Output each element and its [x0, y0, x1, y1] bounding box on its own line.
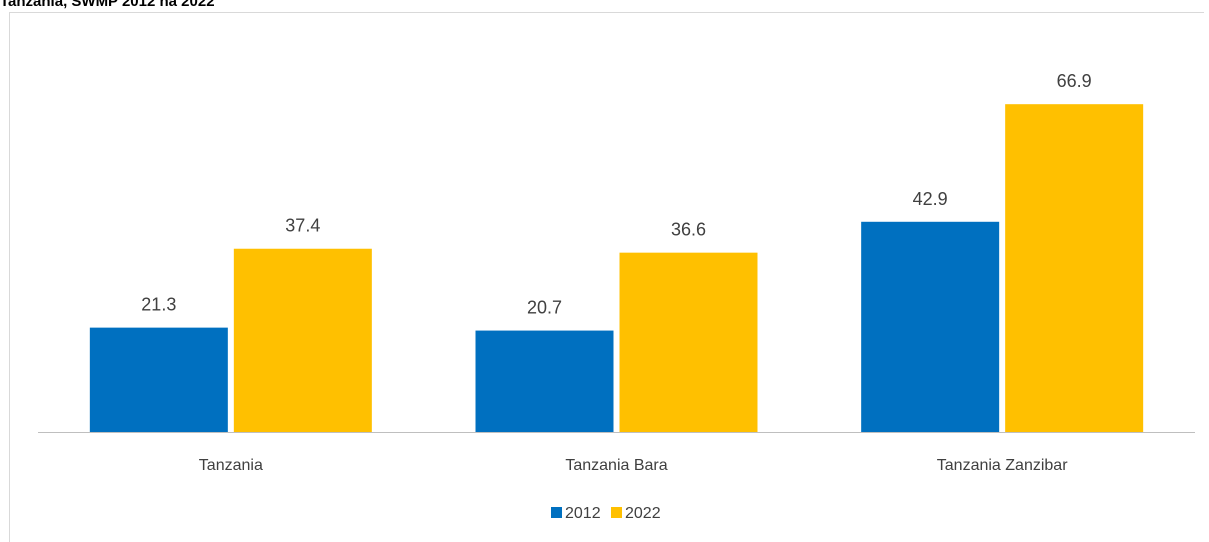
category-label-tanzania-bara: Tanzania Bara [565, 457, 667, 474]
bars-layer [89, 104, 1144, 432]
data-label-2012-tanzania-bara: 20.7 [527, 298, 562, 318]
category-label-tanzania-zanzibar: Tanzania Zanzibar [937, 457, 1068, 474]
legend-swatch-2022 [611, 507, 622, 518]
bar-2022-tanzania-zanzibar [1005, 104, 1144, 432]
legend-label-2022: 2022 [625, 505, 661, 522]
labels-layer: 21.3 37.4 Tanzania 20.7 36.6 Tanzania Bara 42.… [141, 71, 1091, 474]
data-label-2022-tanzania: 37.4 [285, 216, 320, 236]
bar-2012-tanzania [89, 327, 228, 432]
bar-2022-tanzania-bara [619, 252, 758, 432]
data-label-2012-tanzania-zanzibar: 42.9 [913, 189, 948, 209]
legend-label-2012: 2012 [565, 505, 601, 522]
legend-swatch-2012 [551, 507, 562, 518]
chart-title: Tanzania, SWMP 2012 na 2022 [0, 0, 215, 10]
data-label-2022-tanzania-bara: 36.6 [671, 220, 706, 240]
legend: 2012 2022 [551, 505, 661, 522]
bar-2012-tanzania-zanzibar [861, 221, 1000, 432]
category-label-tanzania: Tanzania [199, 457, 263, 474]
bar-2012-tanzania-bara [475, 330, 614, 432]
bar-2022-tanzania [233, 248, 372, 432]
data-label-2022-tanzania-zanzibar: 66.9 [1057, 71, 1092, 91]
chart-frame [9, 12, 1204, 542]
data-label-2012-tanzania: 21.3 [141, 295, 176, 315]
